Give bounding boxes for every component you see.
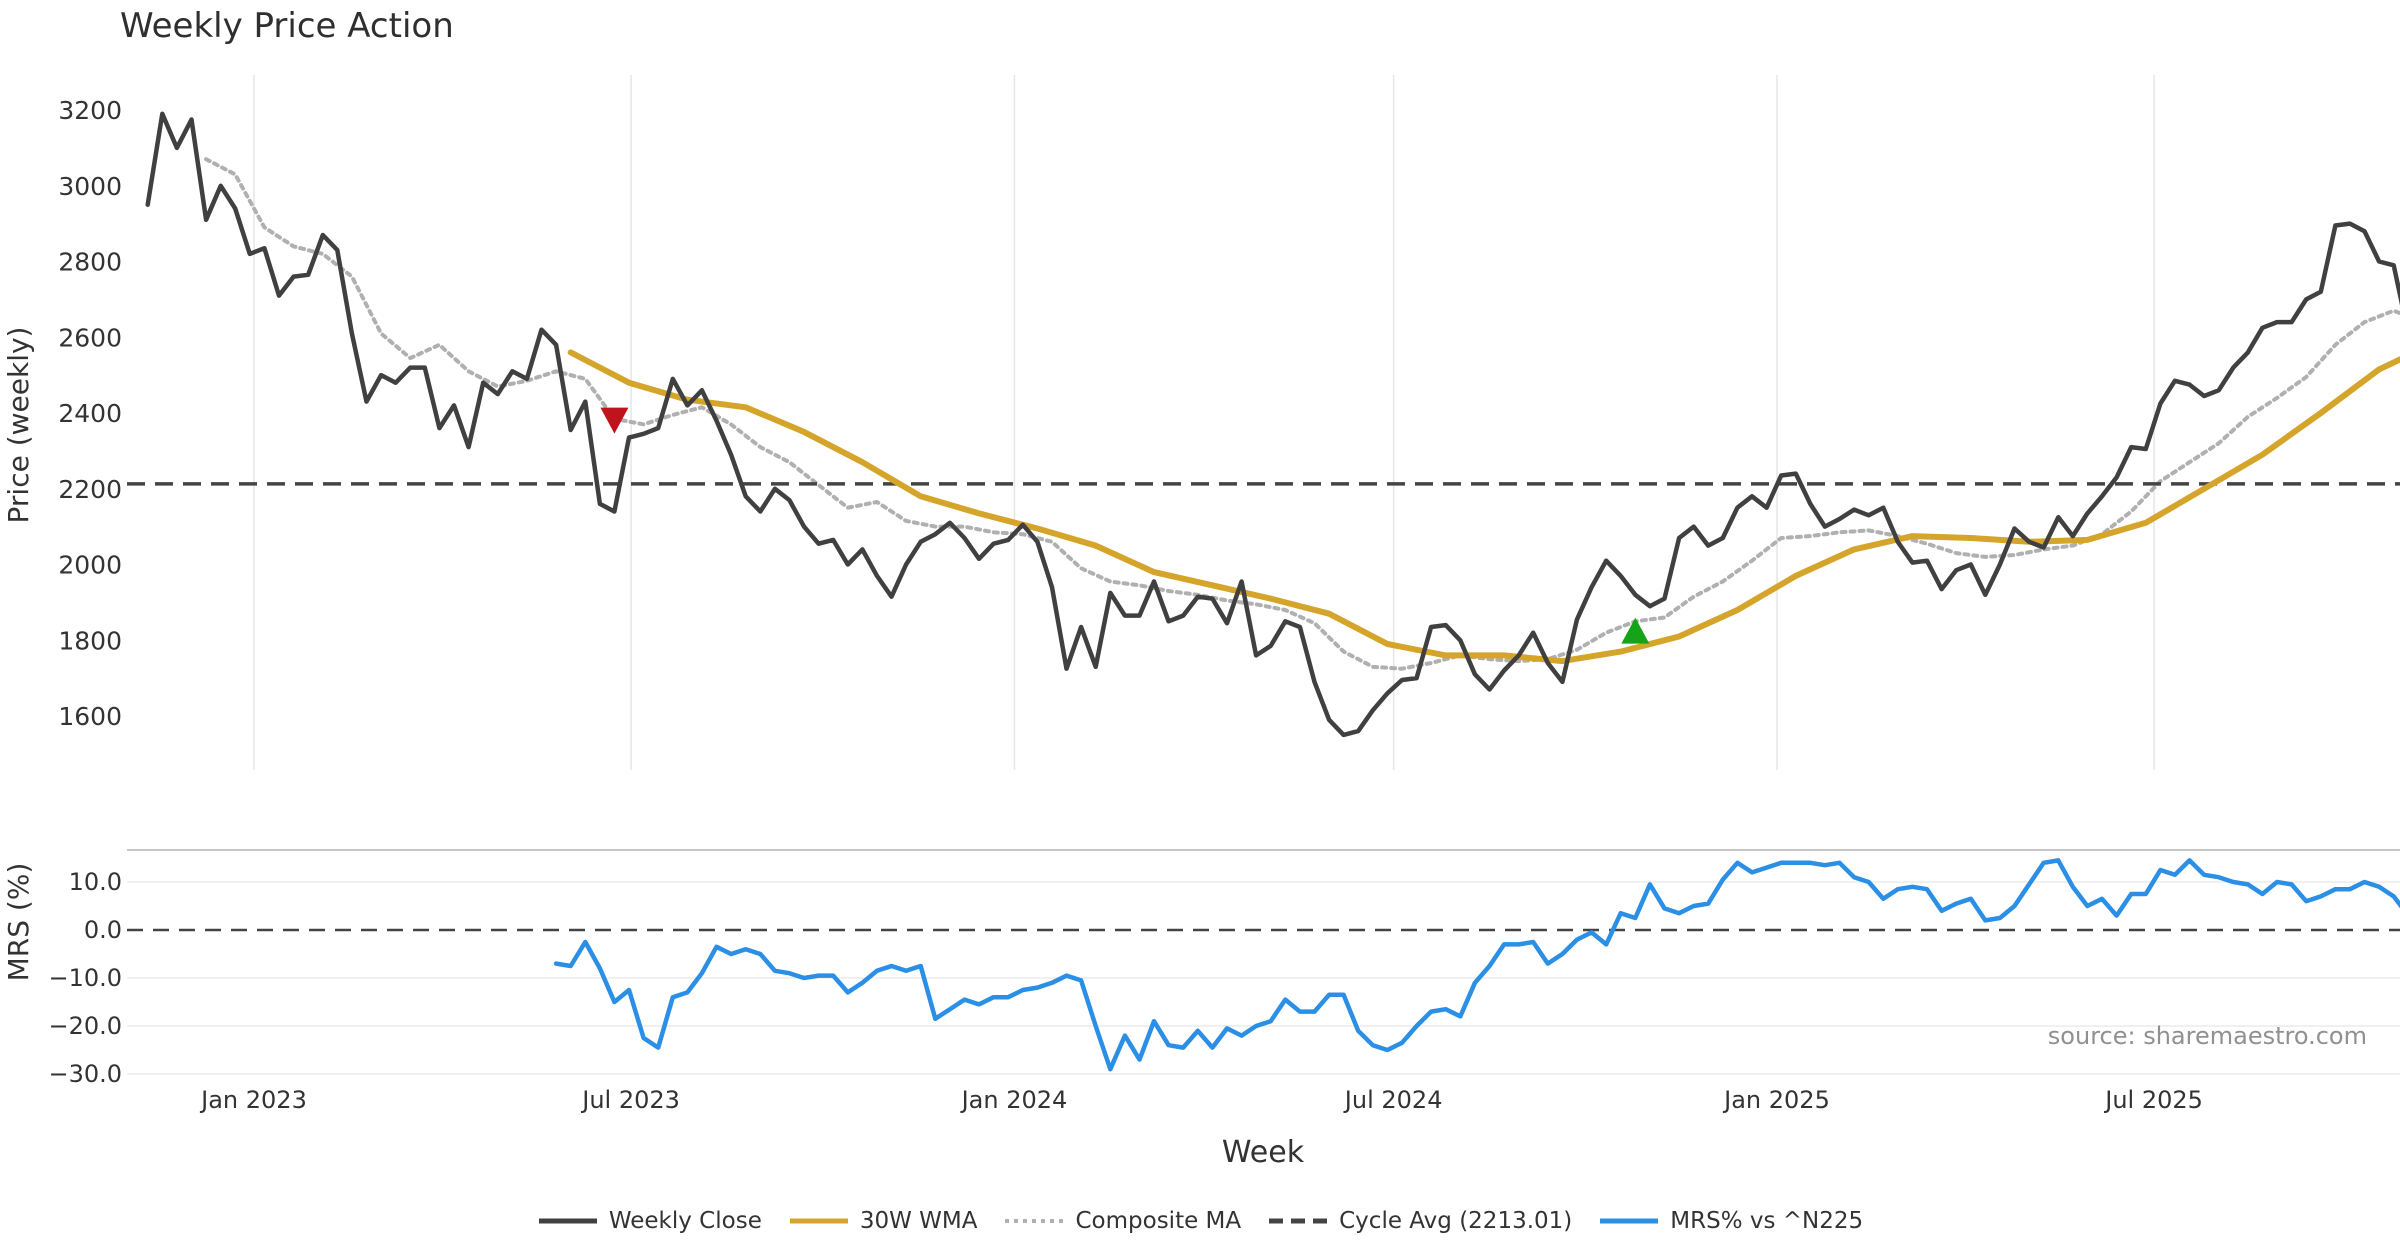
x-tick-label: Jul 2023 bbox=[580, 1086, 680, 1114]
x-axis-label: Week bbox=[1222, 1135, 1305, 1170]
series-composite-ma bbox=[204, 157, 2400, 671]
chart-legend: Weekly Close 30W WMA Composite MA Cycle Avg… bbox=[0, 1208, 2400, 1234]
price-y-tick-label: 2600 bbox=[58, 323, 122, 352]
grid-layer bbox=[127, 75, 2400, 1075]
legend-label: Weekly Close bbox=[608, 1208, 762, 1234]
buy-signal-marker bbox=[1621, 617, 1650, 644]
price-y-tick-label: 3000 bbox=[58, 172, 122, 201]
mrs-axis-label: MRS (%) bbox=[2, 863, 35, 982]
price-y-tick-label: 2400 bbox=[58, 399, 122, 428]
legend-swatch bbox=[1269, 1218, 1328, 1224]
legend-item: Cycle Avg (2213.01) bbox=[1267, 1208, 1572, 1234]
legend-swatch bbox=[538, 1218, 597, 1224]
sell-signal-marker bbox=[600, 407, 629, 434]
price-y-tick-label: 2200 bbox=[58, 475, 122, 504]
price-panel bbox=[127, 111, 2400, 738]
x-tick-label: Jan 2024 bbox=[960, 1086, 1068, 1114]
legend-item: MRS% vs ^N225 bbox=[1598, 1208, 1863, 1234]
legend-label: 30W WMA bbox=[859, 1208, 978, 1234]
price-axis-label: Price (weekly) bbox=[2, 327, 35, 524]
price-y-tick-label: 3200 bbox=[58, 96, 122, 125]
price-y-tick-label: 1800 bbox=[58, 626, 122, 655]
legend-swatch bbox=[1600, 1218, 1659, 1224]
mrs-panel bbox=[127, 858, 2400, 1072]
x-tick-label: Jul 2025 bbox=[2103, 1086, 2203, 1114]
legend-item: Weekly Close bbox=[537, 1208, 762, 1234]
series-weekly-close bbox=[145, 111, 2400, 738]
legend-label: MRS% vs ^N225 bbox=[1670, 1208, 1864, 1234]
source-annotation: source: sharemaestro.com bbox=[2048, 1022, 2367, 1050]
mrs-y-tick-label: 10.0 bbox=[69, 868, 122, 896]
x-tick-label: Jul 2024 bbox=[1343, 1086, 1443, 1114]
legend-swatch bbox=[789, 1218, 848, 1224]
axis-layer: Jan 2023 Jul 2023 Jan 2024 Jul 2024 Jan 2025… bbox=[48, 96, 2202, 1114]
legend-label: Cycle Avg (2213.01) bbox=[1339, 1208, 1573, 1234]
price-y-tick-label: 1600 bbox=[58, 702, 122, 731]
mrs-y-tick-label: −10.0 bbox=[48, 964, 122, 992]
chart-title: Weekly Price Action bbox=[120, 6, 454, 46]
price-y-tick-label: 2800 bbox=[58, 248, 122, 277]
legend-swatch bbox=[1005, 1219, 1064, 1223]
legend-item: 30W WMA bbox=[788, 1208, 978, 1234]
x-tick-label: Jan 2025 bbox=[1722, 1086, 1830, 1114]
legend-item: Composite MA bbox=[1003, 1208, 1241, 1234]
mrs-y-tick-label: −30.0 bbox=[48, 1060, 122, 1088]
series-mrs bbox=[553, 858, 2400, 1072]
legend-label: Composite MA bbox=[1075, 1208, 1242, 1234]
price-y-tick-label: 2000 bbox=[58, 551, 122, 580]
mrs-y-tick-label: −20.0 bbox=[48, 1012, 122, 1040]
series-30w-wma bbox=[567, 349, 2400, 665]
x-tick-label: Jan 2023 bbox=[199, 1086, 307, 1114]
mrs-y-tick-label: 0.0 bbox=[84, 916, 122, 944]
